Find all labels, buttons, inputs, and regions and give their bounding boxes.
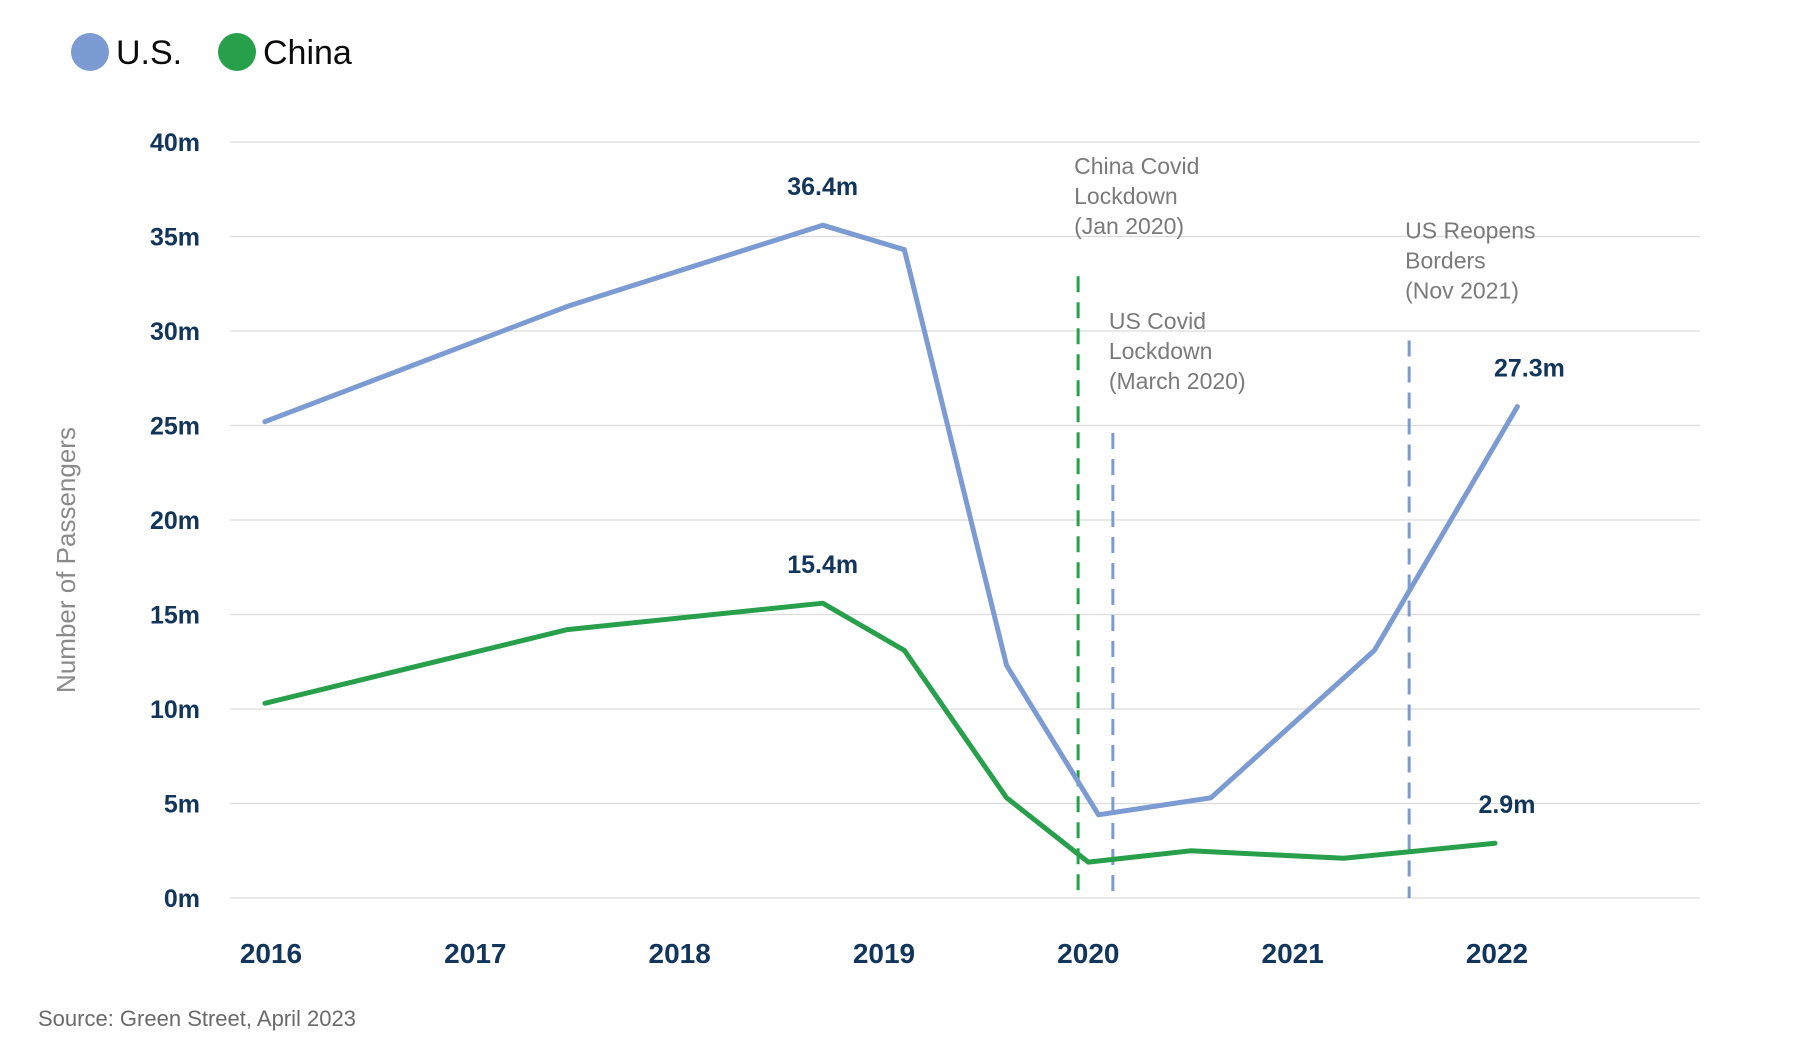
legend-marker-china xyxy=(218,33,256,71)
legend: U.S. China xyxy=(71,33,352,72)
series-line-us xyxy=(262,222,1520,818)
y-tick-label: 25m xyxy=(150,413,200,441)
event-annotations: China Covid Lockdown (Jan 2020) US Covid Loc… xyxy=(1074,153,1536,898)
y-tick-label: 40m xyxy=(150,129,200,157)
data-labels: 36.4m 27.3m 15.4m 2.9m xyxy=(787,173,1565,819)
x-tick-label: 2018 xyxy=(649,938,711,969)
y-tick-label: 20m xyxy=(150,507,200,535)
data-label: 27.3m xyxy=(1494,355,1565,383)
y-axis-label: Number of Passengers xyxy=(51,427,81,693)
x-axis-ticks: 2016 2017 2018 2019 2020 2021 2022 xyxy=(240,938,1528,969)
event-annotation-text: (Nov 2021) xyxy=(1405,277,1519,303)
legend-label-china: China xyxy=(263,34,352,72)
data-label: 36.4m xyxy=(787,173,858,201)
event-annotation-text: (March 2020) xyxy=(1109,368,1246,394)
x-tick-label: 2017 xyxy=(444,938,506,969)
data-label: 15.4m xyxy=(787,551,858,579)
y-tick-label: 15m xyxy=(150,602,200,630)
event-annotation-text: US Reopens xyxy=(1405,217,1535,243)
x-tick-label: 2019 xyxy=(853,938,915,969)
event-annotation-text: US Covid xyxy=(1109,308,1206,334)
x-tick-label: 2020 xyxy=(1057,938,1119,969)
data-label: 2.9m xyxy=(1478,791,1535,819)
x-tick-label: 2016 xyxy=(240,938,302,969)
y-tick-label: 35m xyxy=(150,224,200,252)
x-tick-label: 2022 xyxy=(1466,938,1528,969)
y-axis-ticks: 0m 5m 10m 15m 20m 25m 30m 35m 40m xyxy=(150,129,200,913)
y-tick-label: 0m xyxy=(164,885,200,913)
event-annotation-text: (Jan 2020) xyxy=(1074,213,1184,239)
event-annotation-text: China Covid xyxy=(1074,153,1199,179)
y-tick-label: 30m xyxy=(150,318,200,346)
legend-marker-us xyxy=(71,33,109,71)
y-tick-label: 5m xyxy=(164,791,200,819)
legend-label-us: U.S. xyxy=(116,34,182,72)
series-lines xyxy=(262,222,1520,865)
event-annotation-text: Lockdown xyxy=(1109,338,1213,364)
series-line-china xyxy=(262,600,1498,865)
source-note: Source: Green Street, April 2023 xyxy=(38,1006,356,1031)
event-annotation-text: Lockdown xyxy=(1074,183,1178,209)
gridlines xyxy=(230,141,1700,899)
event-annotation-text: Borders xyxy=(1405,247,1486,273)
y-tick-label: 10m xyxy=(150,696,200,724)
x-tick-label: 2021 xyxy=(1262,938,1324,969)
